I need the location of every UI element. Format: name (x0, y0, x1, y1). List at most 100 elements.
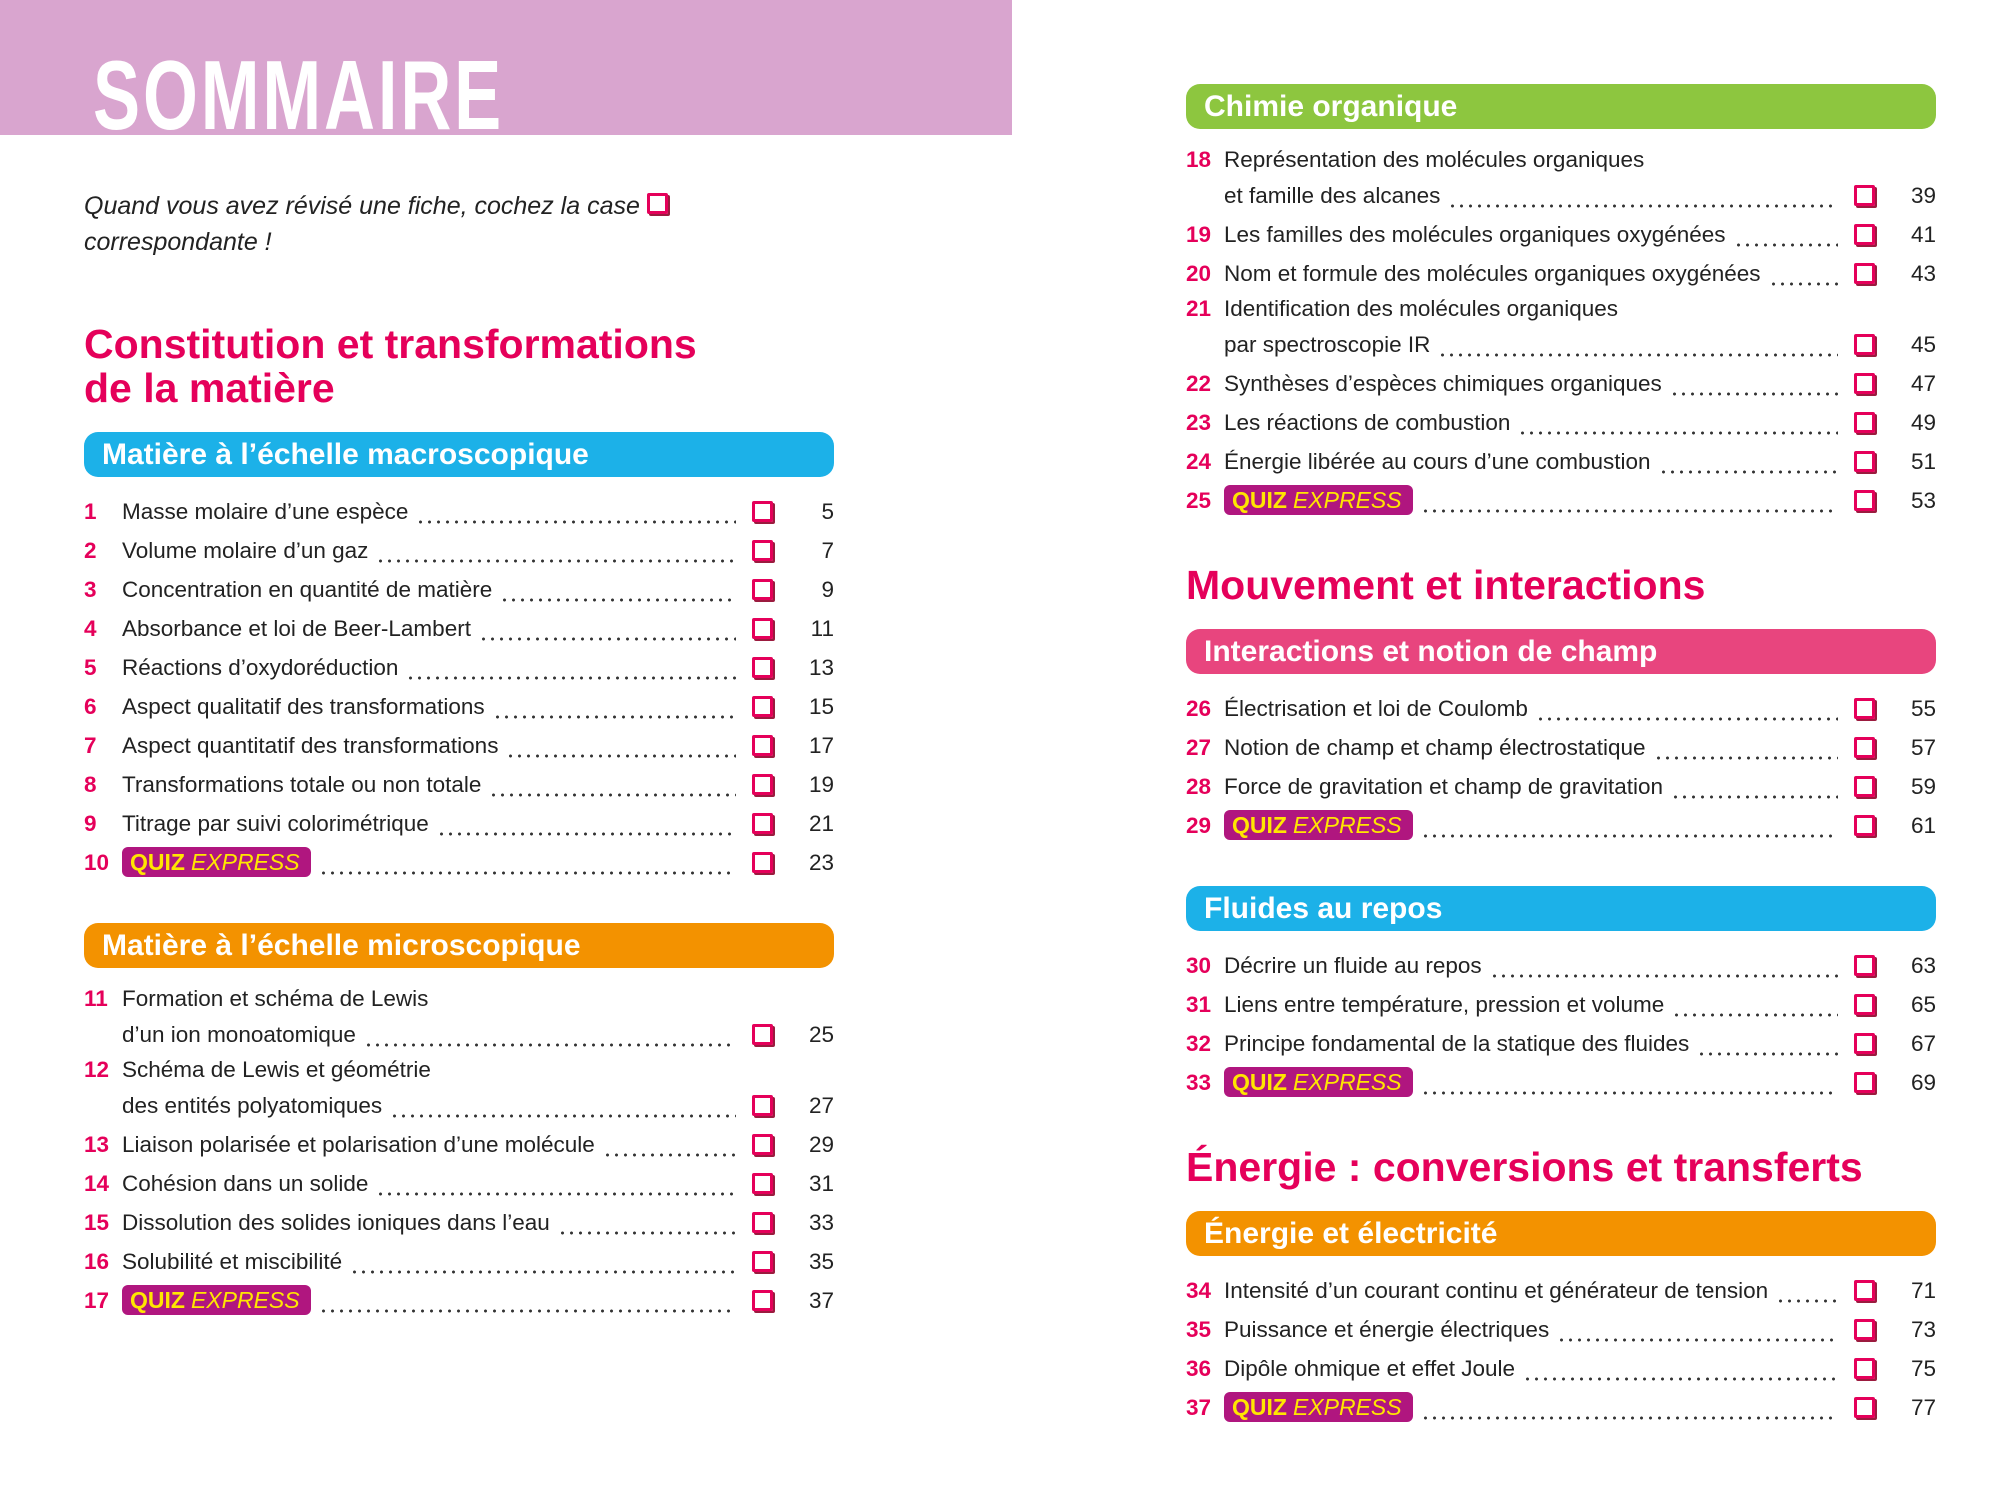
entry-number: 22 (1186, 371, 1212, 396)
entry-body: QUIZ EXPRESS (122, 843, 740, 882)
badge-label: EXPRESS (1292, 812, 1402, 838)
page-number: 67 (1910, 1031, 1936, 1056)
checkbox (1853, 1319, 1875, 1340)
subsection-bar: Matière à l’échelle macroscopique (84, 432, 834, 477)
toc-entry: 34 Intensité d’un courant continu et géné… (1186, 1271, 1936, 1310)
checkbox-cell (1842, 946, 1886, 985)
page-number: 33 (808, 1210, 834, 1235)
left-column: Constitution et transformations de la mat… (84, 322, 834, 1320)
entry-body: Schéma de Lewis et géométrie des entités … (122, 1054, 740, 1125)
leader-dots (1733, 215, 1838, 254)
checkbox-cell (1842, 985, 1886, 1024)
leader-dots (363, 1015, 736, 1054)
checkbox-cell (1842, 1388, 1886, 1427)
entry-line: Cohésion dans un solide (122, 1164, 740, 1203)
leader-dots (557, 1203, 736, 1242)
page-number: 23 (808, 850, 834, 875)
entry-number: 4 (84, 616, 97, 641)
checkbox (751, 735, 773, 756)
entry-number: 23 (1186, 410, 1212, 435)
badge-label: QUIZ (1232, 1069, 1287, 1095)
subsection-bar: Interactions et notion de champ (1186, 629, 1936, 674)
entry-number: 30 (1186, 953, 1212, 978)
entry-title: Principe fondamental de la statique des … (1224, 1031, 1690, 1056)
checkbox (751, 774, 773, 795)
toc-entry: 4 Absorbance et loi de Beer-Lambert 11 (84, 609, 834, 648)
page-number: 41 (1910, 222, 1936, 247)
page-number: 9 (821, 577, 834, 602)
heading-line: Mouvement et interactions (1186, 562, 1706, 608)
entry-line: des entités polyatomiques (122, 1086, 740, 1125)
entry-title: Aspect qualitatif des transformations (122, 694, 485, 719)
page-number: 31 (808, 1171, 834, 1196)
page-number: 29 (808, 1132, 834, 1157)
entry-line: Aspect quantitatif des transformations (122, 726, 740, 765)
entry-number: 32 (1186, 1031, 1212, 1056)
entry-body: Liens entre température, pression et vol… (1224, 985, 1842, 1024)
subsection: Matière à l’échelle macroscopique 1 Masse … (84, 432, 834, 882)
entry-body: Cohésion dans un solide (122, 1164, 740, 1203)
leader-dots (436, 804, 736, 843)
checkbox-cell (740, 531, 784, 570)
entry-body: Synthèses d’espèces chimiques organiques (1224, 364, 1842, 403)
entry-line: Dipôle ohmique et effet Joule (1224, 1349, 1842, 1388)
checkbox-cell (1842, 364, 1886, 403)
entry-number: 14 (84, 1171, 110, 1196)
entry-line: Masse molaire d’une espèce (122, 492, 740, 531)
section-heading: Mouvement et interactions (1186, 563, 1936, 607)
entry-line: QUIZ EXPRESS (1224, 806, 1842, 845)
toc-entry: 18 Représentation des molécules organique… (1186, 144, 1936, 215)
subsection: Chimie organique 18 Représentation des mol… (1186, 84, 1936, 520)
checkbox (1853, 412, 1875, 433)
leader-dots (416, 492, 736, 531)
toc-entry: 32 Principe fondamental de la statique de… (1186, 1024, 1936, 1063)
page-number: 17 (808, 733, 834, 758)
instruction-text: Quand vous avez révisé une fiche, cochez… (84, 192, 640, 220)
entry-line: Représentation des molécules organiques (1224, 144, 1842, 176)
badge-label: EXPRESS (1292, 487, 1402, 513)
checkbox (1853, 698, 1875, 719)
checkbox (751, 1212, 773, 1233)
toc-entry: 21 Identification des molécules organique… (1186, 293, 1936, 364)
entry-body: Puissance et énergie électriques (1224, 1310, 1842, 1349)
checkbox (751, 501, 773, 522)
entry-title: Titrage par suivi colorimétrique (122, 811, 429, 836)
entry-title: Liaison polarisée et polarisation d’une … (122, 1132, 595, 1157)
checkbox-cell (1842, 254, 1886, 293)
checkbox (751, 579, 773, 600)
entry-line: Réactions d’oxydoréduction (122, 648, 740, 687)
entry-number: 36 (1186, 1356, 1212, 1381)
entry-number: 19 (1186, 222, 1212, 247)
entry-title: Liens entre température, pression et vol… (1224, 992, 1665, 1017)
entry-line: Absorbance et loi de Beer-Lambert (122, 609, 740, 648)
badge-label: QUIZ (1232, 487, 1287, 513)
entry-number: 1 (84, 499, 97, 524)
checkbox-cell (740, 609, 784, 648)
leader-dots (1671, 767, 1838, 806)
entry-line: QUIZ EXPRESS (1224, 481, 1842, 520)
leader-dots (1420, 806, 1838, 845)
entry-number: 26 (1186, 696, 1212, 721)
page-number: 15 (808, 694, 834, 719)
entry-line: Solubilité et miscibilité (122, 1242, 740, 1281)
entry-body: QUIZ EXPRESS (1224, 481, 1842, 520)
entry-line: et famille des alcanes (1224, 176, 1842, 215)
checkbox (1853, 955, 1875, 976)
entry-title: Transformations totale ou non totale (122, 772, 482, 797)
section-heading: Constitution et transformations de la mat… (84, 322, 834, 410)
badge-label: QUIZ (130, 849, 185, 875)
leader-dots (1658, 442, 1838, 481)
toc-entry: 27 Notion de champ et champ électrostatiq… (1186, 728, 1936, 767)
entry-title: Formation et schéma de Lewis (122, 986, 429, 1011)
entry-line: Schéma de Lewis et géométrie (122, 1054, 740, 1086)
entry-body: Liaison polarisée et polarisation d’une … (122, 1125, 740, 1164)
entry-line: QUIZ EXPRESS (122, 1281, 740, 1320)
checkbox-cell (740, 804, 784, 843)
toc-entry: 28 Force de gravitation et champ de gravi… (1186, 767, 1936, 806)
toc-entry: 11 Formation et schéma de Lewis d’un ion m… (84, 983, 834, 1054)
leader-dots (1653, 728, 1838, 767)
entry-body: Représentation des molécules organiques e… (1224, 144, 1842, 215)
checkbox (1853, 1397, 1875, 1418)
subsection-bar: Énergie et électricité (1186, 1211, 1936, 1256)
entry-line: Puissance et énergie électriques (1224, 1310, 1842, 1349)
